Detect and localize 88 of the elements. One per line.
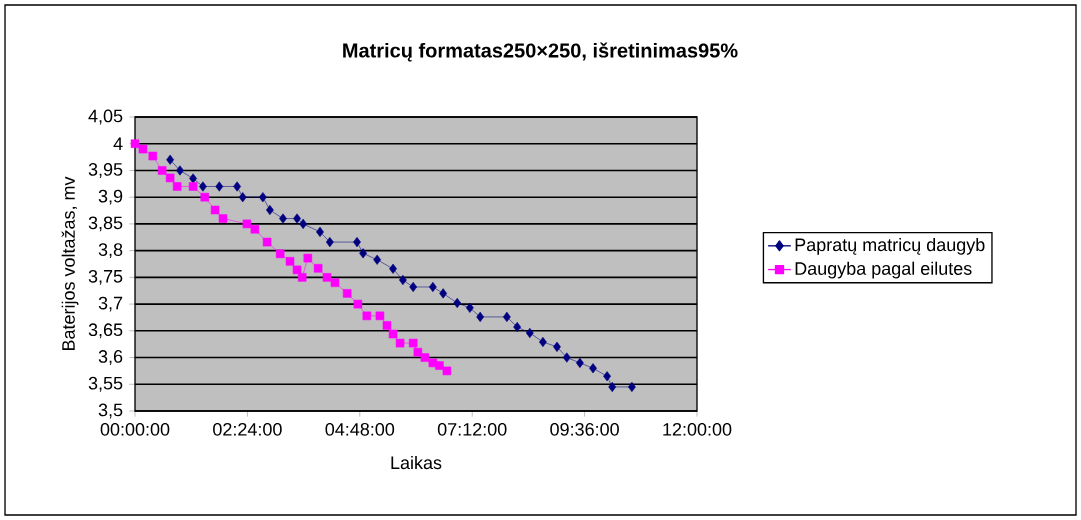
y-tick-label: 3,85 — [88, 216, 123, 232]
point — [502, 311, 511, 322]
point — [453, 297, 462, 309]
chart-title: Matricų formatas250×250, išretinimas95% — [343, 42, 738, 62]
point — [199, 181, 207, 192]
point — [218, 214, 228, 223]
point — [476, 311, 485, 322]
point — [292, 265, 302, 275]
point — [176, 165, 184, 176]
point — [395, 338, 405, 348]
x-tick-label: 00:00:00 — [100, 422, 170, 436]
point — [388, 329, 398, 339]
point — [166, 154, 175, 165]
point — [362, 311, 372, 321]
point — [189, 173, 197, 184]
point — [303, 253, 313, 263]
point — [435, 361, 444, 370]
point — [200, 192, 210, 202]
point — [275, 249, 285, 259]
point — [353, 299, 363, 309]
y-tick-label: 3,9 — [98, 189, 123, 205]
y-tick-label: 3,7 — [98, 296, 123, 312]
y-tick-label: 3,55 — [88, 376, 123, 392]
point — [553, 341, 561, 352]
point — [313, 264, 323, 273]
y-tick-label: 3,65 — [88, 323, 123, 339]
point — [148, 151, 158, 161]
point — [262, 237, 272, 247]
point — [353, 237, 361, 248]
point — [165, 173, 175, 183]
x-axis-title: Laikas — [391, 455, 442, 470]
point — [603, 371, 611, 382]
x-tick-label: 09:36:00 — [550, 422, 619, 436]
point — [513, 321, 522, 333]
point — [420, 353, 430, 362]
point — [409, 281, 418, 293]
y-tick-label: 3,75 — [88, 269, 123, 285]
point — [373, 254, 381, 265]
point — [322, 273, 332, 282]
point — [316, 226, 324, 237]
point — [330, 278, 340, 287]
x-tick-label: 04:48:00 — [325, 422, 395, 436]
point — [138, 144, 148, 154]
point — [608, 381, 617, 392]
x-tick-label: 12:00:00 — [663, 422, 732, 436]
x-tick-label: 07:12:00 — [437, 422, 507, 436]
y-tick-label: 4,05 — [88, 109, 123, 125]
y-tick-label: 3,6 — [98, 350, 123, 365]
point — [285, 257, 295, 266]
point — [628, 381, 636, 392]
point — [408, 338, 418, 348]
point — [442, 366, 452, 376]
point — [562, 352, 571, 363]
point — [210, 205, 220, 215]
point — [325, 237, 334, 248]
x-tick-label: 02:24:00 — [213, 422, 282, 436]
point — [238, 192, 247, 203]
y-tick-label: 3,95 — [88, 163, 123, 178]
y-tick-label: 3,5 — [98, 403, 123, 419]
point — [188, 182, 198, 191]
y-tick-label: 3,8 — [98, 243, 123, 259]
point — [250, 224, 260, 234]
point — [389, 263, 397, 274]
legend-label: Daugyba pagal eilutes — [795, 261, 972, 279]
legend-label: Papratų matricų daugyb — [795, 237, 985, 255]
y-tick-label: 4 — [113, 137, 123, 150]
point — [293, 213, 301, 224]
point — [375, 311, 385, 321]
point — [466, 302, 474, 313]
point — [130, 139, 140, 148]
point — [172, 182, 182, 191]
point — [279, 213, 287, 224]
point — [157, 166, 167, 175]
point — [382, 321, 392, 330]
point — [359, 248, 367, 259]
point — [525, 327, 534, 339]
point — [233, 181, 241, 192]
y-axis-title: Baterijos voltažas, mv — [61, 176, 79, 351]
point — [242, 219, 252, 229]
point — [413, 347, 423, 357]
point — [576, 357, 584, 368]
point — [342, 289, 352, 298]
point — [297, 273, 307, 282]
point — [589, 363, 597, 374]
point — [299, 218, 308, 229]
point — [258, 192, 267, 203]
point — [215, 181, 224, 192]
point — [439, 288, 448, 299]
